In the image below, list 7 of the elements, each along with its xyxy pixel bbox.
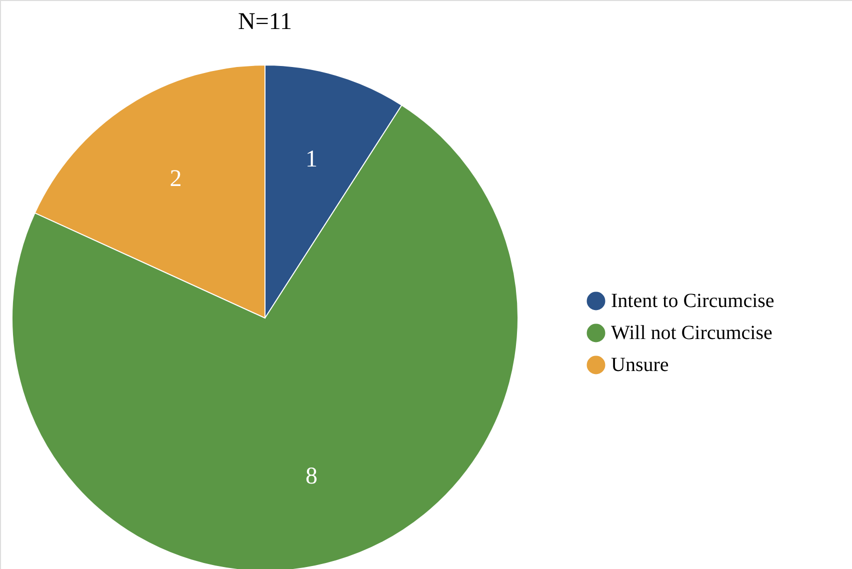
data-label: 8 [305, 463, 318, 490]
legend-label: Intent to Circumcise [611, 290, 774, 312]
data-label: 1 [305, 146, 318, 173]
data-label: 2 [170, 166, 182, 192]
chart-title: N=11 [238, 9, 292, 35]
legend-label: Unsure [611, 354, 669, 376]
legend-label: Will not Circumcise [611, 322, 773, 344]
